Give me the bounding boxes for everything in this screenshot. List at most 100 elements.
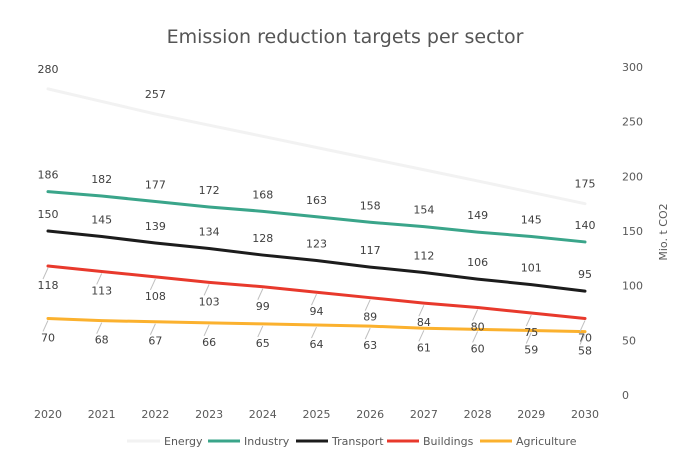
data-label-agriculture: 65 xyxy=(256,337,270,350)
legend-label: Buildings xyxy=(423,435,474,448)
data-label-industry: 172 xyxy=(199,184,220,197)
legend-label: Industry xyxy=(244,435,290,448)
x-tick-label: 2023 xyxy=(195,408,223,421)
legend-label: Energy xyxy=(164,435,203,448)
leader-line xyxy=(418,304,425,317)
legend-item-energy[interactable]: Energy xyxy=(127,435,203,448)
data-label-buildings: 99 xyxy=(256,300,270,313)
data-label-transport: 101 xyxy=(521,262,542,275)
data-label-energy: 175 xyxy=(575,178,596,191)
data-label-industry: 168 xyxy=(252,188,273,201)
data-label-transport: 112 xyxy=(413,250,434,263)
leader-line xyxy=(525,332,532,344)
data-label-energy: 257 xyxy=(145,88,166,101)
data-label-agriculture: 63 xyxy=(363,339,377,352)
leader-line xyxy=(579,333,586,345)
data-label-industry: 186 xyxy=(38,169,59,182)
legend-item-buildings[interactable]: Buildings xyxy=(387,435,474,448)
x-axis: 2020 2021 2022 2023 2024 2025 2026 2027 2028 2029… xyxy=(34,408,599,421)
data-label-agriculture: 59 xyxy=(524,343,538,356)
series-line-transport xyxy=(46,229,587,293)
data-label-buildings: 108 xyxy=(145,290,166,303)
y-tick-label: 250 xyxy=(622,116,643,129)
leader-line xyxy=(472,331,479,343)
data-label-agriculture: 67 xyxy=(148,335,162,348)
x-tick-label: 2024 xyxy=(249,408,277,421)
x-tick-label: 2028 xyxy=(464,408,492,421)
data-label-agriculture: 58 xyxy=(578,345,592,358)
leader-line xyxy=(364,327,371,340)
data-label-energy: 280 xyxy=(38,63,59,76)
y-tick-label: 0 xyxy=(622,389,629,402)
series-line-industry xyxy=(46,190,587,244)
data-label-agriculture: 68 xyxy=(95,334,109,347)
x-tick-label: 2027 xyxy=(410,408,438,421)
data-label-buildings: 118 xyxy=(38,279,59,292)
data-label-industry: 158 xyxy=(360,199,381,212)
data-label-transport: 150 xyxy=(38,208,59,221)
series-line-buildings xyxy=(46,264,587,320)
data-label-transport: 95 xyxy=(578,268,592,281)
legend-item-industry[interactable]: Industry xyxy=(208,435,290,448)
data-label-industry: 140 xyxy=(575,219,596,232)
y-axis-title: Mio. t CO2 xyxy=(657,203,670,260)
data-label-buildings: 80 xyxy=(471,321,485,334)
leader-line xyxy=(364,299,371,311)
leader-line xyxy=(42,267,49,280)
y-tick-label: 100 xyxy=(622,280,643,293)
data-label-industry: 145 xyxy=(521,213,542,226)
data-label-industry: 177 xyxy=(145,178,166,191)
data-label-transport: 139 xyxy=(145,220,166,233)
leader-line xyxy=(525,314,532,327)
data-label-agriculture: 61 xyxy=(417,341,431,354)
series-line-agriculture xyxy=(46,316,587,334)
leader-line xyxy=(203,284,210,296)
x-tick-label: 2030 xyxy=(571,408,599,421)
legend-item-agriculture[interactable]: Agriculture xyxy=(480,435,577,448)
chart-title: Emission reduction targets per sector xyxy=(167,26,524,48)
x-tick-label: 2022 xyxy=(141,408,169,421)
data-label-buildings: 70 xyxy=(578,331,592,344)
leader-line xyxy=(311,294,317,306)
data-label-buildings: 103 xyxy=(199,295,220,308)
y-tick-label: 200 xyxy=(622,170,643,183)
leader-line xyxy=(96,322,103,334)
series-line-energy xyxy=(46,87,587,206)
data-label-buildings: 113 xyxy=(91,284,112,297)
data-label-transport: 123 xyxy=(306,238,327,251)
leader-line xyxy=(579,320,586,332)
leader-line xyxy=(149,323,156,335)
leader-line xyxy=(96,273,103,285)
data-label-agriculture: 70 xyxy=(41,331,55,344)
leader-line xyxy=(203,324,210,337)
data-label-industry: 154 xyxy=(413,204,434,217)
data-label-buildings: 84 xyxy=(417,316,431,329)
data-labels-layer: 280 257 175 186 182 177 172 168 163 158 154 149 145 1… xyxy=(38,63,596,358)
leader-line xyxy=(149,278,156,291)
y-tick-label: 50 xyxy=(622,334,636,347)
data-label-agriculture: 60 xyxy=(471,342,485,355)
x-tick-label: 2025 xyxy=(303,408,331,421)
data-label-transport: 106 xyxy=(467,256,488,269)
data-label-buildings: 89 xyxy=(363,311,377,324)
legend-item-transport[interactable]: Transport xyxy=(296,435,384,448)
legend-label: Agriculture xyxy=(516,435,577,448)
data-label-transport: 134 xyxy=(199,225,220,238)
leader-line xyxy=(257,325,264,338)
y-tick-label: 300 xyxy=(622,61,643,74)
leader-line xyxy=(418,330,425,342)
data-label-transport: 128 xyxy=(252,232,273,245)
legend-label: Transport xyxy=(331,435,384,448)
legend[interactable]: Energy Industry Transport Buildings Agricult… xyxy=(127,435,577,448)
data-label-buildings: 94 xyxy=(310,305,324,318)
x-tick-label: 2029 xyxy=(517,408,545,421)
x-tick-label: 2020 xyxy=(34,408,62,421)
data-label-transport: 117 xyxy=(360,244,381,257)
leader-line xyxy=(472,309,479,321)
data-label-industry: 149 xyxy=(467,209,488,222)
data-label-industry: 163 xyxy=(306,194,327,207)
leader-line xyxy=(311,326,317,339)
x-tick-label: 2026 xyxy=(356,408,384,421)
data-label-transport: 145 xyxy=(91,213,112,226)
